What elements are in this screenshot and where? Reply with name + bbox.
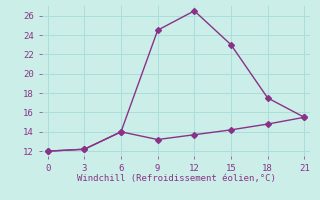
X-axis label: Windchill (Refroidissement éolien,°C): Windchill (Refroidissement éolien,°C): [76, 174, 276, 183]
